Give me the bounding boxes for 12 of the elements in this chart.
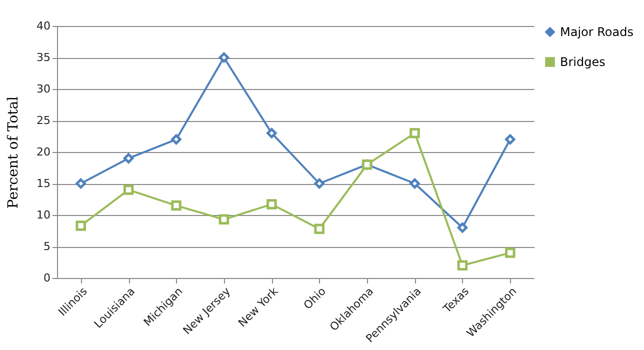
y-tick-label: 25 [36,114,50,127]
y-tick-label: 20 [36,146,50,158]
y-tick-label: 35 [36,51,50,64]
y-tick-label: 0 [44,272,50,284]
y-tick-label: 40 [36,20,50,32]
y-axis-title: Percent of Total [6,96,22,209]
y-tick-label: 10 [36,208,50,222]
y-tick-label: 30 [36,82,50,96]
legend-label: Bridges [560,55,606,69]
legend-label: Major Roads [560,25,634,39]
y-tick-label: 5 [44,240,50,253]
y-tick-label: 15 [36,177,50,190]
